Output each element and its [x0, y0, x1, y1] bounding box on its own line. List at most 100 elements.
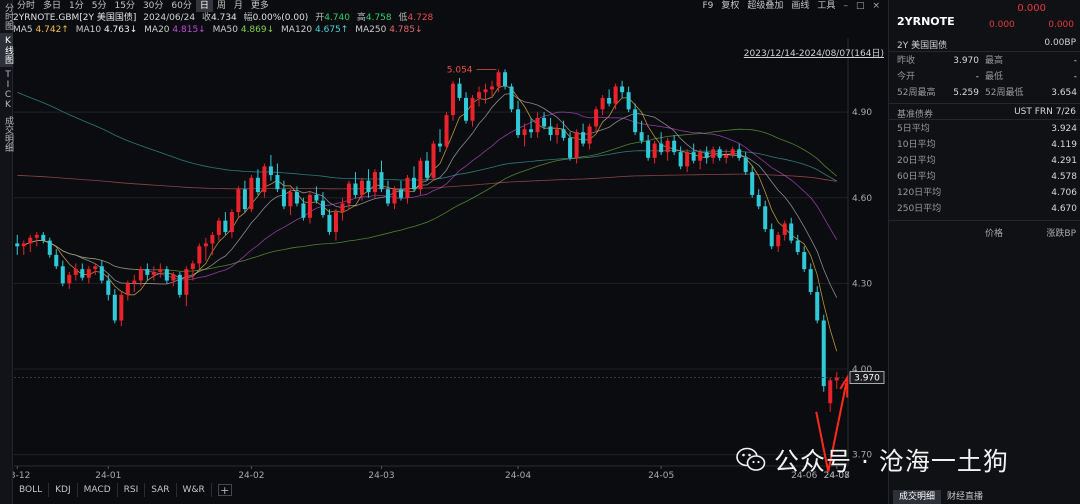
panel-subtitle: 2Y 美国国债: [897, 41, 948, 51]
candle-down: [808, 269, 813, 292]
change-info: 幅0.00%(0.00): [244, 13, 309, 23]
timeframe-toolbar: 分时 多日 1分 5分 15分 30分 60分 日 周 月 更多 F9 复权 超…: [13, 0, 888, 12]
candle-down: [529, 129, 534, 133]
candle-up: [125, 283, 130, 295]
tf-day[interactable]: 日: [195, 0, 213, 12]
candle-down: [769, 229, 774, 247]
tab-kline[interactable]: K线图: [0, 33, 13, 67]
tools-button[interactable]: 工具: [817, 1, 836, 11]
candle-down: [763, 206, 768, 230]
low-label: 低: [398, 13, 408, 23]
tf-5min[interactable]: 5分: [91, 1, 107, 11]
tf-1min[interactable]: 1分: [69, 1, 84, 11]
x-tick-label: 24-04: [505, 471, 531, 481]
candle-down: [242, 189, 247, 210]
average-row: 20日平均 4.291: [889, 153, 1080, 169]
candle-up: [496, 72, 501, 87]
ma10-value: 4.763↓: [103, 25, 138, 35]
candle-down: [320, 200, 325, 215]
maximize-icon[interactable]: □: [855, 1, 865, 11]
candle-down: [99, 266, 104, 281]
candle-up: [86, 269, 91, 278]
ma120-name: MA120: [281, 25, 313, 35]
y-tick-label: 4.00: [852, 365, 872, 375]
panel-bottom-tabs: 成交明细 财经直播: [893, 490, 989, 504]
stat-value: -: [1073, 56, 1077, 66]
arrow-stroke: [815, 411, 830, 472]
candle-down: [503, 72, 508, 87]
ma10-line: [23, 93, 838, 298]
indicator-tabs: BOLL KDJ MACD RSI SAR W&R +: [13, 483, 238, 497]
ma10-legend: MA10 4.763↓: [76, 25, 138, 35]
candle-down: [659, 143, 664, 153]
candle-up: [665, 140, 670, 153]
candle-up: [372, 172, 377, 193]
stat-label: 最低: [985, 72, 1004, 82]
high-info: 高4.758: [357, 13, 392, 23]
tf-30min[interactable]: 30分: [142, 1, 164, 11]
candle-up: [652, 143, 657, 158]
tf-15min[interactable]: 15分: [114, 1, 135, 11]
tab-rsi[interactable]: RSI: [118, 483, 146, 497]
draw-line-button[interactable]: 画线: [791, 1, 810, 11]
ma250-line: [17, 173, 837, 190]
benchmark-bond-label: 基准债券: [897, 110, 934, 120]
tab-boll[interactable]: BOLL: [13, 483, 50, 497]
average-row: 60日平均 4.578: [889, 169, 1080, 185]
x-tick-label: 24-07: [824, 471, 850, 481]
candles-group: [15, 69, 839, 412]
date-range-link[interactable]: 2023/12/14-2024/08/07(164日): [743, 49, 884, 59]
candle-down: [639, 132, 644, 141]
tab-kdj[interactable]: KDJ: [49, 483, 78, 497]
candle-down: [255, 177, 260, 193]
candle-up: [698, 152, 703, 161]
candle-down: [795, 240, 800, 252]
divider: [889, 220, 1080, 221]
average-row: 10日平均 4.119: [889, 137, 1080, 153]
tf-week[interactable]: 周: [216, 1, 226, 11]
adjust-button[interactable]: 复权: [721, 1, 740, 11]
candle-up: [828, 380, 833, 404]
tab-trade-detail[interactable]: 成交明细: [3, 116, 13, 152]
panel-title: 2YRNOTE: [897, 15, 955, 28]
candle-up: [470, 97, 475, 121]
tab-macd[interactable]: MACD: [78, 483, 118, 497]
f9-button[interactable]: F9: [702, 1, 714, 11]
tab-wr[interactable]: W&R: [177, 483, 212, 497]
wechat-icon: [736, 447, 766, 471]
candle-up: [418, 160, 423, 190]
tf-60min[interactable]: 60分: [171, 1, 192, 11]
overlay-button[interactable]: 超级叠加: [747, 1, 784, 11]
candle-up: [21, 243, 26, 247]
tab-tick[interactable]: TICK: [3, 70, 13, 110]
tf-more[interactable]: 更多: [250, 1, 269, 11]
close-info: 收4.734: [202, 13, 237, 23]
tab-timeshare[interactable]: 分时图: [3, 3, 13, 30]
tab-trade-detail-panel[interactable]: 成交明细: [893, 490, 942, 504]
tab-sar[interactable]: SAR: [145, 483, 177, 497]
column-header-bp: 涨跌BP: [1046, 229, 1076, 239]
add-indicator-icon[interactable]: +: [217, 484, 232, 497]
minimize-icon[interactable]: –: [843, 1, 848, 11]
candle-down: [464, 97, 469, 121]
candle-down: [47, 240, 52, 255]
current-price-box: [849, 371, 885, 384]
open-info: 开4.740: [315, 13, 350, 23]
divider: [889, 119, 1080, 120]
candle-down: [678, 152, 683, 167]
tab-live-news[interactable]: 财经直播: [947, 492, 984, 502]
open-value: 4.740: [324, 13, 350, 23]
tf-timeshare[interactable]: 分时: [17, 1, 36, 11]
divider: [889, 51, 1080, 52]
stat-label: 52周最低: [985, 88, 1024, 98]
candlestick-chart[interactable]: 4.90 4.60 4.30 4.00 3.70 23-12 24-01 24-02 24-03…: [0, 0, 888, 504]
close-icon[interactable]: ×: [872, 1, 880, 11]
tf-multiday[interactable]: 多日: [43, 1, 62, 11]
candle-up: [359, 180, 364, 195]
watermark: 公众号 · 沧海一土狗: [736, 442, 1056, 478]
candle-down: [815, 291, 820, 321]
tf-month[interactable]: 月: [233, 1, 243, 11]
panel-price: 0.000: [1017, 3, 1046, 14]
candle-up: [730, 149, 735, 155]
average-value: 4.578: [1051, 172, 1077, 182]
